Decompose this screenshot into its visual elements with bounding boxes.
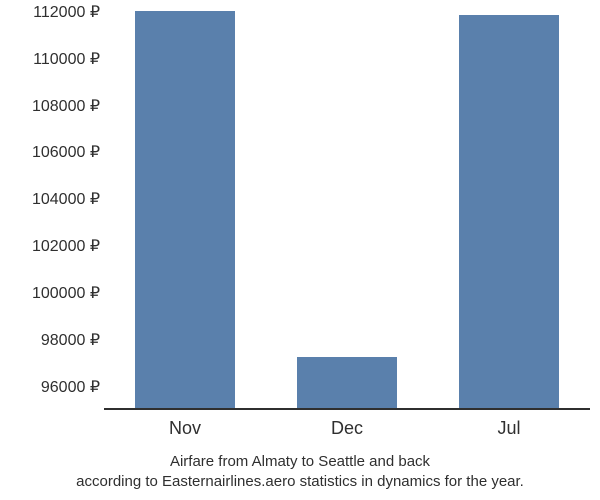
x-tick-label: Dec (266, 418, 428, 439)
bar (459, 15, 559, 408)
y-tick-label: 98000 ₽ (0, 330, 100, 350)
y-tick-label: 110000 ₽ (0, 49, 100, 69)
y-tick-label: 104000 ₽ (0, 189, 100, 209)
y-tick-label: 112000 ₽ (0, 2, 100, 22)
caption-line-1: Airfare from Almaty to Seattle and back (170, 453, 430, 470)
x-tick-label: Jul (428, 418, 590, 439)
y-tick-label: 106000 ₽ (0, 142, 100, 162)
x-tick-label: Nov (104, 418, 266, 439)
y-tick-label: 96000 ₽ (0, 377, 100, 397)
y-tick-label: 108000 ₽ (0, 96, 100, 116)
price-bar-chart: Airfare from Almaty to Seattle and back … (0, 0, 600, 500)
chart-caption: Airfare from Almaty to Seattle and back … (0, 452, 600, 493)
bar (135, 11, 235, 408)
bar (297, 357, 397, 409)
plot-area (104, 12, 590, 410)
y-tick-label: 102000 ₽ (0, 236, 100, 256)
caption-line-2: according to Easternairlines.aero statis… (76, 473, 524, 490)
y-tick-label: 100000 ₽ (0, 283, 100, 303)
